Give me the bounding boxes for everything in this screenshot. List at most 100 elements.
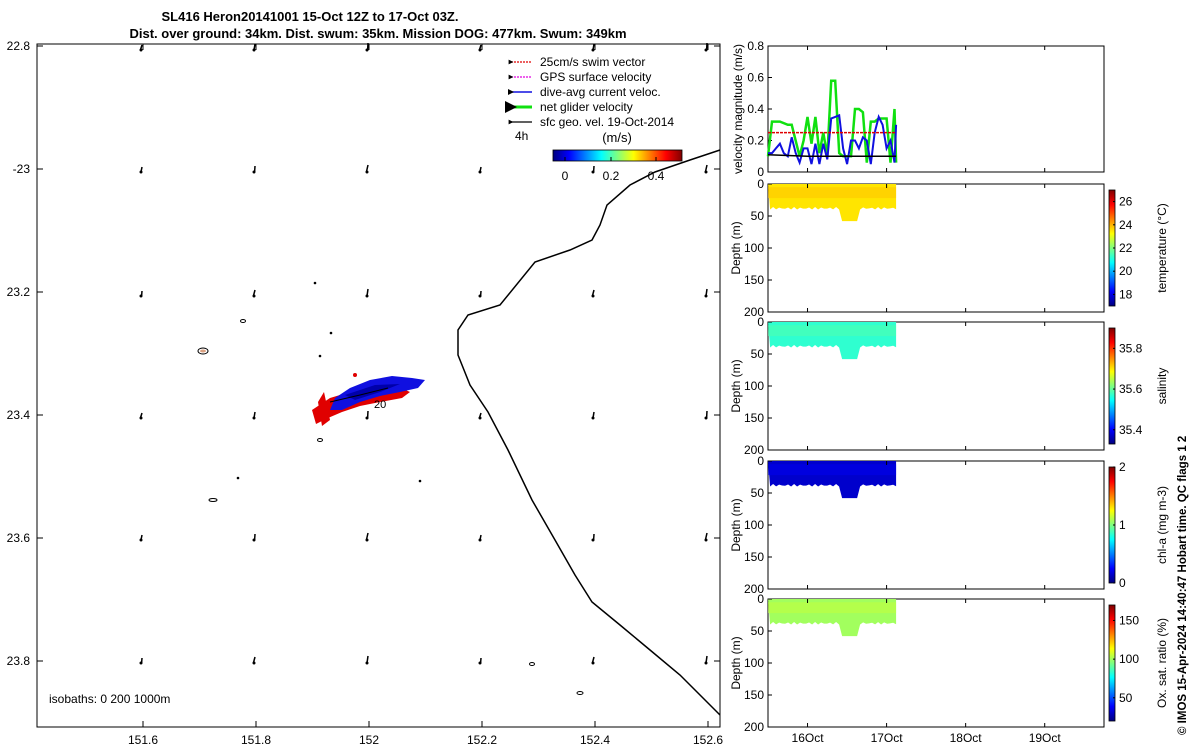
depth-tick-label: 0 (757, 177, 764, 191)
map-y-tick-label: 23.6 (7, 531, 31, 545)
depth-tick-label: 0 (757, 454, 764, 468)
legend-label: sfc geo. vel. 19-Oct-2014 (540, 115, 674, 129)
depth-tick-label: 50 (751, 486, 765, 500)
colorbar-tick-label: 100 (1119, 652, 1139, 666)
map-x-tick-label: 151.6 (128, 733, 158, 747)
track-point (353, 373, 357, 377)
title-line2: Dist. over ground: 34km. Dist. swum: 35k… (129, 26, 626, 41)
heatmap-upper-layer (768, 602, 897, 614)
colorbar-label: salinity (1155, 368, 1169, 405)
map-panel: 151.6 151.8 152 152.2 152.4 152.6 22.8 -23 23.2… (7, 39, 724, 747)
sfc-geo-velocity-field (139, 42, 708, 665)
map-y-tick-label: 22.8 (7, 39, 31, 53)
colorbar-tick-label: 24 (1119, 218, 1133, 232)
heatmap-colorbar (1108, 327, 1116, 445)
colorbar-tick-label: 0.4 (648, 169, 665, 183)
coastline (457, 149, 721, 716)
isobath-ring (529, 662, 535, 666)
colorbar-tick-label: 0 (562, 169, 569, 183)
colorbar-tick-label: 35.4 (1119, 423, 1143, 437)
depth-tick-label: 200 (744, 305, 764, 319)
sfc-geo-vel-arrow-head (252, 538, 256, 542)
depth-tick-label: 150 (744, 688, 764, 702)
map-y-tick-label: 23.4 (7, 408, 31, 422)
depth-tick-label: 200 (744, 720, 764, 734)
depth-tick-label: 50 (751, 624, 765, 638)
isobath-ring (200, 349, 206, 353)
sfc-geo-vel-arrow-head (478, 538, 482, 542)
legend-label: GPS surface velocity (540, 70, 651, 84)
sfc-geo-vel-arrow-head (704, 416, 708, 420)
depth-tick-label: 200 (744, 582, 764, 596)
vel-y-tick-label: 0.6 (747, 71, 764, 85)
sfc-geo-vel-arrow-head (252, 661, 256, 665)
sfc-geo-vel-arrow-head (591, 294, 595, 298)
isobath-ring (576, 691, 584, 695)
track-line (329, 387, 389, 403)
heatmap-panel-chl-a: 0 50 100 150 200 Depth (m) 2 1 0 chl-a (mg m-3) (729, 454, 1169, 596)
sfc-geo-vel-arrow-head (139, 416, 143, 420)
ts-x-tick-label: 16Oct (792, 731, 825, 745)
sfc-geo-vel-arrow-head (591, 416, 595, 420)
colorbar-tick-label: 35.8 (1119, 341, 1143, 355)
depth-tick-label: 150 (744, 550, 764, 564)
sfc-geo-vel-arrow-head (365, 294, 369, 298)
heatmap-colorbar (1108, 604, 1116, 722)
ts-x-tick-label: 19Oct (1029, 731, 1062, 745)
depth-tick-label: 0 (757, 592, 764, 606)
map-x-tick-label: 152.6 (693, 733, 723, 747)
sfc-geo-vel-arrow-head (591, 170, 595, 174)
map-x-ticks: 151.6 151.8 152 152.2 152.4 152.6 (128, 44, 723, 747)
glider-track: 20 (312, 373, 425, 426)
vel-y-axis-label: velocity magnitude (m/s) (731, 44, 745, 174)
colorbar-tick-label: 0 (1119, 576, 1126, 590)
depth-tick-label: 50 (751, 209, 765, 223)
colorbar-tick-label: 1 (1119, 518, 1126, 532)
sfc-geo-vel-arrow-head (704, 48, 708, 52)
sfc-geo-vel-arrow-head (365, 538, 369, 542)
colorbar-tick-label: 22 (1119, 241, 1133, 255)
sfc-geo-vel-arrow-head (704, 170, 708, 174)
sfc-geo-vel-arrow-head (139, 538, 143, 542)
vel-series-line (768, 113, 898, 166)
map-x-tick-label: 152 (359, 733, 379, 747)
sfc-geo-vel-arrow-head (418, 479, 422, 483)
sfc-geo-vel-arrow-head (365, 170, 369, 174)
vel-y-tick-label: 0.4 (747, 102, 764, 116)
map-y-ticks: 22.8 -23 23.2 23.4 23.6 23.8 (7, 39, 720, 668)
depth-tick-label: 0 (757, 315, 764, 329)
colorbar-tick-label: 26 (1119, 195, 1133, 209)
legend-label: dive-avg current veloc. (540, 85, 661, 99)
sfc-geo-vel-arrow-head (591, 661, 595, 665)
sfc-geo-vel-arrow-head (478, 48, 482, 52)
vel-series-line (767, 153, 897, 158)
isobath-ring (240, 319, 246, 323)
heatmap-upper-layer (768, 464, 897, 476)
sfc-geo-vel-arrow-head (365, 416, 369, 420)
isobath-ring (208, 498, 218, 502)
sfc-geo-vel-arrow-head (252, 294, 256, 298)
sfc-geo-vel-arrow-head (139, 170, 143, 174)
depth-tick-label: 100 (744, 241, 764, 255)
ts-x-tick-label: 18Oct (950, 731, 983, 745)
vel-y-tick-label: 0.2 (747, 134, 764, 148)
heatmap-upper-layer (768, 187, 897, 199)
sfc-geo-vel-arrow-head (252, 170, 256, 174)
sfc-geo-vel-arrow-head (478, 170, 482, 174)
speed-colorbar: (m/s) 0 0.2 0.4 (552, 130, 683, 183)
depth-tick-label: 150 (744, 273, 764, 287)
map-x-tick-label: 152.2 (467, 733, 497, 747)
sfc-geo-vel-arrow-head (365, 48, 369, 52)
time-marker-label: 4h (515, 129, 528, 143)
depth-tick-label: 100 (744, 656, 764, 670)
map-x-tick-label: 152.4 (580, 733, 610, 747)
map-y-tick-label: 23.2 (7, 285, 31, 299)
colorbar-label: temperature (°C) (1155, 203, 1169, 293)
sfc-geo-vel-arrow-head (252, 416, 256, 420)
colorbar-title: (m/s) (602, 130, 632, 145)
isobath-ring (317, 438, 323, 442)
current-vectors (330, 376, 425, 410)
